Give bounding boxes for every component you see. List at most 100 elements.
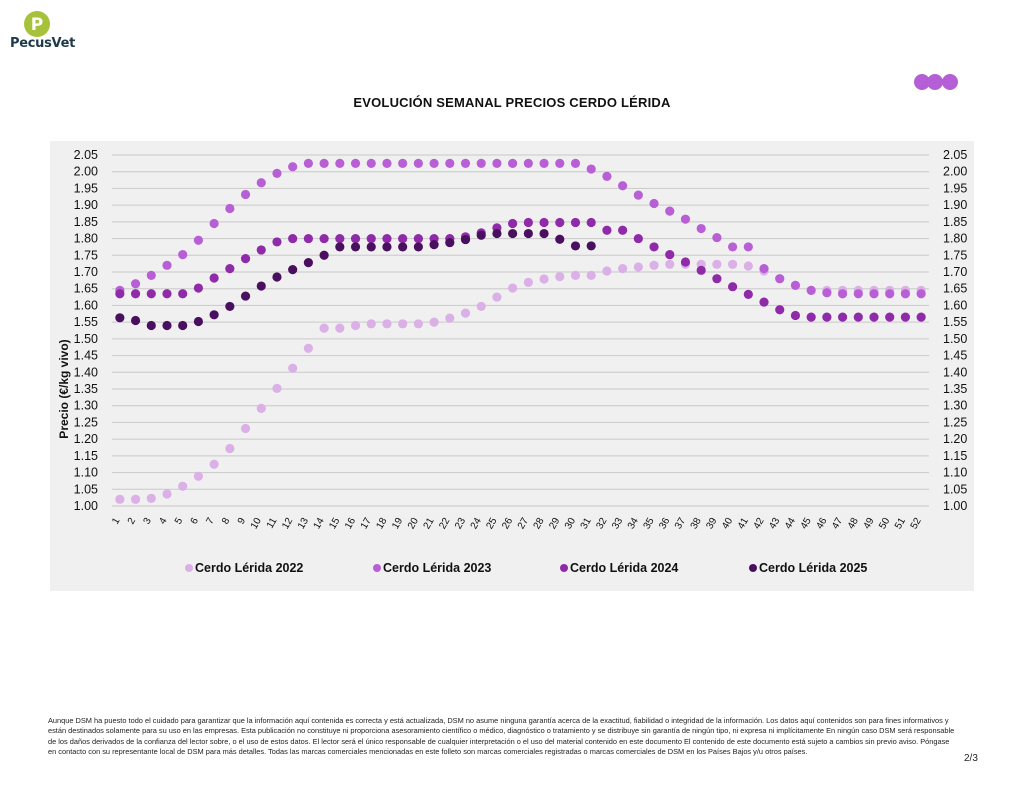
- data-point: [382, 158, 392, 168]
- x-tick-label: 4: [157, 516, 170, 527]
- x-tick-label: 37: [673, 516, 688, 532]
- data-point: [853, 312, 863, 322]
- data-point: [806, 312, 816, 322]
- legend-marker: [373, 564, 381, 572]
- y-tick-left: 1.05: [74, 482, 98, 496]
- data-point: [869, 312, 879, 322]
- data-point: [712, 274, 722, 284]
- data-point: [178, 481, 188, 491]
- data-point: [319, 250, 329, 260]
- data-point: [555, 158, 565, 168]
- data-point: [272, 168, 282, 178]
- y-tick-right: 1.85: [943, 215, 967, 229]
- x-tick-label: 7: [204, 516, 217, 527]
- data-point: [146, 320, 156, 331]
- y-tick-left: 2.00: [74, 165, 98, 179]
- x-tick-label: 26: [500, 516, 515, 532]
- data-point: [162, 260, 172, 270]
- y-tick-right: 1.15: [943, 449, 967, 463]
- data-point: [885, 289, 895, 299]
- x-tick-label: 38: [689, 516, 704, 532]
- data-point: [335, 158, 345, 168]
- x-tick-label: 33: [610, 516, 625, 532]
- data-point: [225, 264, 235, 274]
- data-point: [240, 423, 251, 434]
- data-point: [445, 313, 455, 323]
- x-tick-label: 16: [343, 516, 358, 532]
- data-point: [209, 218, 219, 229]
- data-point: [570, 217, 581, 228]
- x-tick-label: 50: [877, 516, 892, 532]
- data-point: [618, 181, 628, 191]
- data-point: [743, 289, 753, 299]
- legend-label: Cerdo Lérida 2022: [195, 561, 303, 575]
- decorative-dots-icon: [914, 74, 958, 90]
- data-point: [225, 443, 235, 454]
- x-tick-label: 47: [830, 516, 845, 532]
- data-point: [350, 242, 361, 252]
- data-point: [853, 289, 863, 299]
- data-point: [790, 310, 801, 321]
- data-point: [225, 203, 235, 214]
- data-point: [759, 264, 769, 274]
- data-point: [680, 257, 691, 267]
- data-point: [633, 233, 643, 244]
- y-tick-right: 1.65: [943, 282, 967, 296]
- data-point: [492, 292, 502, 302]
- data-point: [508, 158, 518, 168]
- legend-label: Cerdo Lérida 2025: [759, 561, 867, 575]
- data-point: [366, 319, 376, 329]
- data-point: [288, 363, 298, 373]
- y-tick-right: 1.10: [943, 466, 967, 480]
- x-tick-label: 35: [642, 516, 657, 532]
- data-point: [508, 283, 518, 293]
- data-point: [366, 158, 376, 168]
- data-point: [429, 317, 439, 327]
- x-tick-label: 44: [783, 516, 798, 532]
- y-tick-left: 1.70: [74, 265, 98, 279]
- y-tick-right: 1.20: [943, 432, 967, 446]
- data-point: [775, 305, 785, 315]
- x-tick-label: 40: [720, 516, 735, 532]
- x-tick-label: 41: [736, 516, 751, 532]
- y-tick-left: 1.45: [74, 349, 98, 363]
- pecusvet-logo: P: [24, 11, 50, 37]
- data-point: [350, 233, 361, 244]
- data-point: [916, 289, 926, 299]
- x-tick-label: 51: [893, 516, 908, 532]
- data-point: [288, 265, 298, 275]
- data-point: [303, 233, 313, 244]
- data-point: [916, 312, 926, 322]
- x-tick-label: 8: [220, 516, 233, 527]
- data-point: [335, 323, 345, 333]
- y-tick-right: 1.95: [943, 181, 967, 195]
- x-tick-label: 2: [126, 516, 139, 527]
- y-axis-label: Precio (€/kg vivo): [57, 339, 71, 438]
- data-point: [680, 214, 691, 224]
- data-point: [209, 459, 219, 469]
- data-point: [162, 489, 172, 499]
- page-number: 2/3: [964, 753, 978, 764]
- data-point: [539, 274, 549, 284]
- brand-name: PecusVet: [10, 36, 76, 51]
- data-point: [193, 471, 204, 481]
- data-point: [460, 308, 471, 318]
- data-point: [508, 228, 518, 239]
- data-point: [193, 235, 204, 245]
- data-point: [790, 280, 801, 290]
- data-point: [429, 158, 439, 168]
- x-tick-label: 31: [579, 516, 594, 532]
- y-tick-right: 1.45: [943, 349, 967, 363]
- data-point: [539, 228, 549, 239]
- disclaimer-text: Aunque DSM ha puesto todo el cuidado par…: [48, 716, 955, 756]
- data-point: [900, 312, 911, 322]
- data-point: [445, 237, 455, 248]
- data-point: [570, 158, 581, 168]
- x-tick-label: 15: [327, 516, 342, 532]
- y-tick-left: 1.15: [74, 449, 98, 463]
- data-point: [382, 233, 392, 244]
- data-point: [649, 260, 659, 270]
- x-tick-label: 29: [547, 516, 562, 532]
- data-point: [633, 190, 643, 200]
- data-point: [382, 242, 392, 252]
